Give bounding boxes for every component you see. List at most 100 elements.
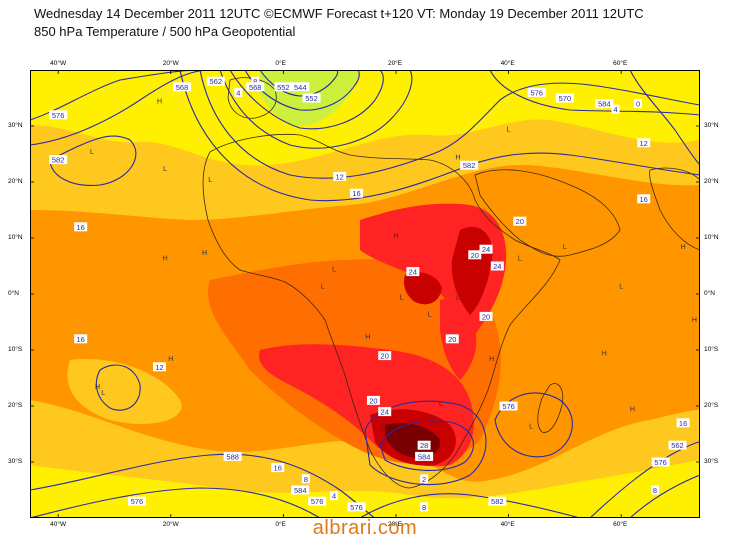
geopotential-label-box [527,87,546,97]
geopotential-label-box [127,496,146,506]
geopotential-label-text: 544 [294,83,307,92]
temperature-label-text: 12 [335,172,343,181]
geopotential-label: 570 [555,93,574,103]
geopotential-label: 552 [274,82,293,92]
lat-label-left: 20°S [8,402,23,409]
geopotential-label: 584 [291,485,310,495]
geopotential-label-box [49,155,68,165]
lat-label-left: 0°N [8,290,19,297]
temperature-label-box [479,311,493,321]
geopotential-label-box [291,485,310,495]
contour-line [30,487,321,518]
temperature-label-text: 4 [236,88,240,97]
geopotential-label-text: 552 [277,83,290,92]
temperature-label: 24 [378,407,392,417]
geopotential-label-text: 8 [304,475,308,484]
contour-line [629,474,700,518]
geopotential-label-box [223,451,242,461]
lat-label-left: 10°S [8,346,23,353]
contour-line [364,400,487,486]
contour-line [629,70,700,166]
high-pressure-marker: H [602,351,607,358]
arabia-coastline [474,169,621,257]
temperature-label: 24 [479,244,493,254]
lat-label-left: 30°N [8,122,23,129]
geopotential-label-box [330,491,339,501]
geopotential-label-box [302,93,321,103]
temp-band-gold-west [67,359,182,424]
low-pressure-marker: L [518,255,522,262]
high-pressure-marker: H [163,255,168,262]
temperature-label-box [479,244,493,254]
temperature-label-box [417,440,431,450]
geopotential-label: 576 [308,496,327,506]
lat-label-right: 30°S [704,458,719,465]
contour-line [30,70,211,146]
temperature-label-box [513,216,527,226]
low-pressure-marker: L [163,166,167,173]
geopotential-label-box [488,496,507,506]
lon-label-top: 40°E [500,60,515,67]
temperature-label-box [490,261,504,271]
temperature-label-text: 4 [613,105,617,114]
geopotential-label-box [301,474,310,484]
map-subtitle: 850 hPa Temperature / 500 hPa Geopotenti… [34,24,296,39]
geopotential-label-box [246,82,265,92]
high-pressure-marker: H [168,356,173,363]
temperature-label-box [637,138,651,148]
geopotential-label: 568 [173,82,192,92]
geopotential-label-box [460,160,479,170]
temperature-label-box [366,395,380,405]
geopotential-label: 544 [291,82,310,92]
low-pressure-marker: L [208,177,212,184]
low-pressure-marker: L [439,401,443,408]
geopotential-label-text: 584 [418,452,431,461]
geopotential-label: 576 [347,502,366,512]
temperature-label-box [634,99,643,109]
temperature-label-text: 16 [274,464,282,473]
geopotential-label: 576 [527,87,546,97]
geopotential-label: 576 [499,401,518,411]
lon-label-bottom: 20°W [162,521,179,528]
temperature-label-text: 16 [352,189,360,198]
temperature-label: 16 [350,188,364,198]
high-pressure-marker: H [489,356,494,363]
lon-label-top: 20°W [162,60,179,67]
temperature-label-text: 12 [640,139,648,148]
temperature-labels: 0448121212161616161616202020202020242424… [74,76,690,473]
temperature-label: 12 [152,362,166,372]
low-pressure-marker: L [90,149,94,156]
lon-label-top: 60°E [613,60,628,67]
temperature-label-text: 16 [77,335,85,344]
geopotential-label: 582 [49,155,68,165]
africa-coastline [202,134,561,489]
temperature-label-box [378,351,392,361]
geopotential-label-text: 2 [422,475,426,484]
lon-label-bottom: 40°W [50,521,67,528]
geopotential-label-text: 8 [422,503,426,512]
contour-line [30,453,376,518]
temperature-label-text: 0 [636,100,640,109]
temperature-label: 0 [634,99,643,109]
low-pressure-marker: L [321,283,325,290]
geopotential-label-text: 576 [502,402,515,411]
low-pressure-marker: L [332,267,336,274]
geopotential-label: 562 [206,76,225,86]
geopotential-label: 8 [420,502,429,512]
temperature-label: 20 [445,334,459,344]
temperature-label: 16 [271,463,285,473]
temperature-label-box [468,250,482,260]
lon-label-bottom: 60°E [613,521,628,528]
temperature-label: 16 [637,194,651,204]
geopotential-label-box [291,82,310,92]
geopotential-label-box [49,110,68,120]
temperature-label-box [251,76,260,86]
lon-label-bottom: 0°E [275,521,286,528]
geopotential-label-box [347,502,366,512]
temperature-label-box [611,104,620,114]
low-pressure-marker: L [456,295,460,302]
high-pressure-marker: H [95,384,100,391]
contour-line [229,70,384,130]
high-pressure-marker: H [455,155,460,162]
lat-label-left: 30°S [8,458,23,465]
